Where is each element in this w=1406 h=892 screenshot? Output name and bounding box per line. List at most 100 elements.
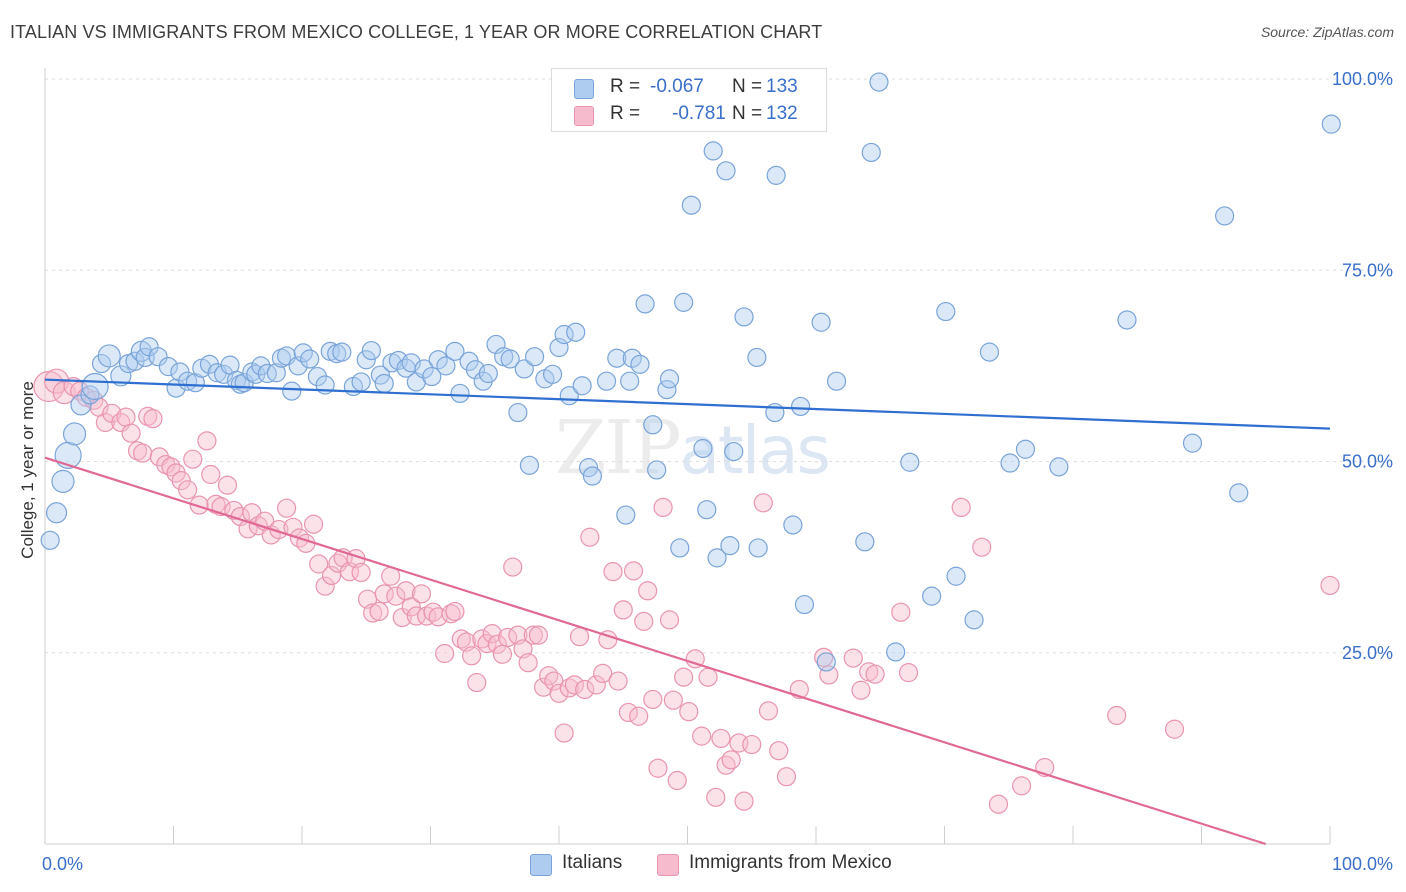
italians-point (716, 161, 736, 181)
n-value: 132 (766, 103, 798, 124)
italians-point (351, 372, 371, 392)
mexico-point (1107, 705, 1127, 726)
italians-point (110, 365, 132, 387)
italians-point (794, 594, 815, 615)
mexico-point (692, 726, 712, 746)
italians-legend-swatch (530, 854, 552, 876)
r-value: -0.067 (650, 76, 704, 97)
mexico-point (549, 683, 569, 703)
mexico-point (133, 443, 153, 463)
mexico-point (580, 527, 600, 547)
italians-point (62, 422, 87, 446)
y-tick-label: 100.0% (1332, 69, 1393, 89)
italians-point (1215, 206, 1235, 226)
italians-point (51, 469, 75, 493)
mexico-point (309, 554, 329, 574)
mexico-point (386, 586, 406, 606)
mexico-point (891, 602, 911, 622)
italians-point (148, 347, 168, 367)
mexico-point (528, 625, 549, 645)
italians-point (816, 652, 836, 672)
italians-point (724, 441, 744, 462)
italians-point (747, 347, 767, 368)
mexico-point (487, 634, 507, 654)
italians-point (936, 301, 956, 322)
mexico-point (634, 611, 654, 631)
mexico-point (721, 750, 741, 770)
mexico-point (586, 675, 606, 695)
mexico-point (618, 702, 638, 723)
italians-point (1229, 483, 1249, 503)
mexico-trend-line (44, 456, 1267, 846)
italians-point (478, 363, 498, 384)
italians-point (422, 366, 442, 387)
italians-point (374, 373, 394, 394)
italians-point (582, 466, 603, 486)
mexico-point (706, 787, 726, 807)
italians-point (486, 334, 506, 355)
italians-point (450, 383, 470, 404)
mexico-point (116, 407, 136, 427)
italians-point (861, 142, 881, 163)
mexico-point (734, 791, 754, 811)
mexico-point (315, 576, 335, 596)
mexico-point (351, 562, 371, 583)
mexico-point (539, 666, 559, 686)
mexico-point (559, 678, 579, 698)
mexico-point (843, 648, 863, 668)
mexico-point (467, 672, 487, 693)
n-label: N = (732, 103, 763, 124)
mexico-point (52, 381, 76, 405)
mexico-point (321, 565, 342, 586)
italians-point (826, 371, 847, 391)
mexico-point (435, 643, 455, 664)
italians-legend-label: Italians (562, 852, 623, 873)
mexico-point (201, 464, 221, 485)
italians-point (1000, 453, 1020, 473)
mexico-point (758, 701, 779, 721)
mexico-point (653, 497, 673, 517)
mexico-point (575, 679, 595, 700)
italians-point (40, 530, 60, 550)
italians-point (647, 460, 667, 480)
italians-point (693, 438, 713, 459)
chart-title: ITALIAN VS IMMIGRANTS FROM MEXICO COLLEG… (10, 22, 823, 42)
italians-point (720, 536, 740, 556)
n-value: 133 (766, 76, 798, 97)
italians-point (300, 349, 320, 369)
mexico-point (865, 664, 885, 684)
mexico-point (401, 597, 421, 617)
mexico-point (161, 457, 181, 477)
italians-point (659, 369, 680, 389)
italians-point (922, 586, 942, 606)
mexico-point (445, 601, 465, 622)
italians-swatch (574, 79, 594, 99)
italians-point (1015, 439, 1036, 459)
mexico-point (769, 741, 789, 761)
mexico-point (143, 409, 163, 429)
mexico-point (629, 706, 649, 726)
mexico-point (638, 581, 658, 601)
mexico-point (523, 625, 543, 645)
x-tick-label-min: 0.0% (42, 854, 83, 874)
mexico-point (667, 770, 687, 791)
italians-point (855, 532, 875, 552)
italians-point (361, 340, 381, 361)
mexico-point (685, 649, 705, 669)
axis-labels: 25.0% 50.0% 75.0% 100.0% 0.0% 100.0% College, … (18, 69, 1393, 874)
mexico-point (988, 794, 1009, 814)
mexico-point (898, 663, 919, 683)
italians-point (282, 381, 302, 401)
italians-point (266, 363, 286, 383)
mexico-point (554, 723, 574, 743)
italians-point (596, 371, 617, 391)
italians-point (635, 294, 655, 314)
italians-point (1182, 433, 1203, 453)
mexico-legend-swatch (657, 854, 679, 876)
italians-point (670, 538, 690, 558)
italians-point (524, 347, 545, 367)
mexico-point (753, 493, 773, 513)
italians-point (811, 312, 831, 332)
italians-point (697, 500, 717, 520)
